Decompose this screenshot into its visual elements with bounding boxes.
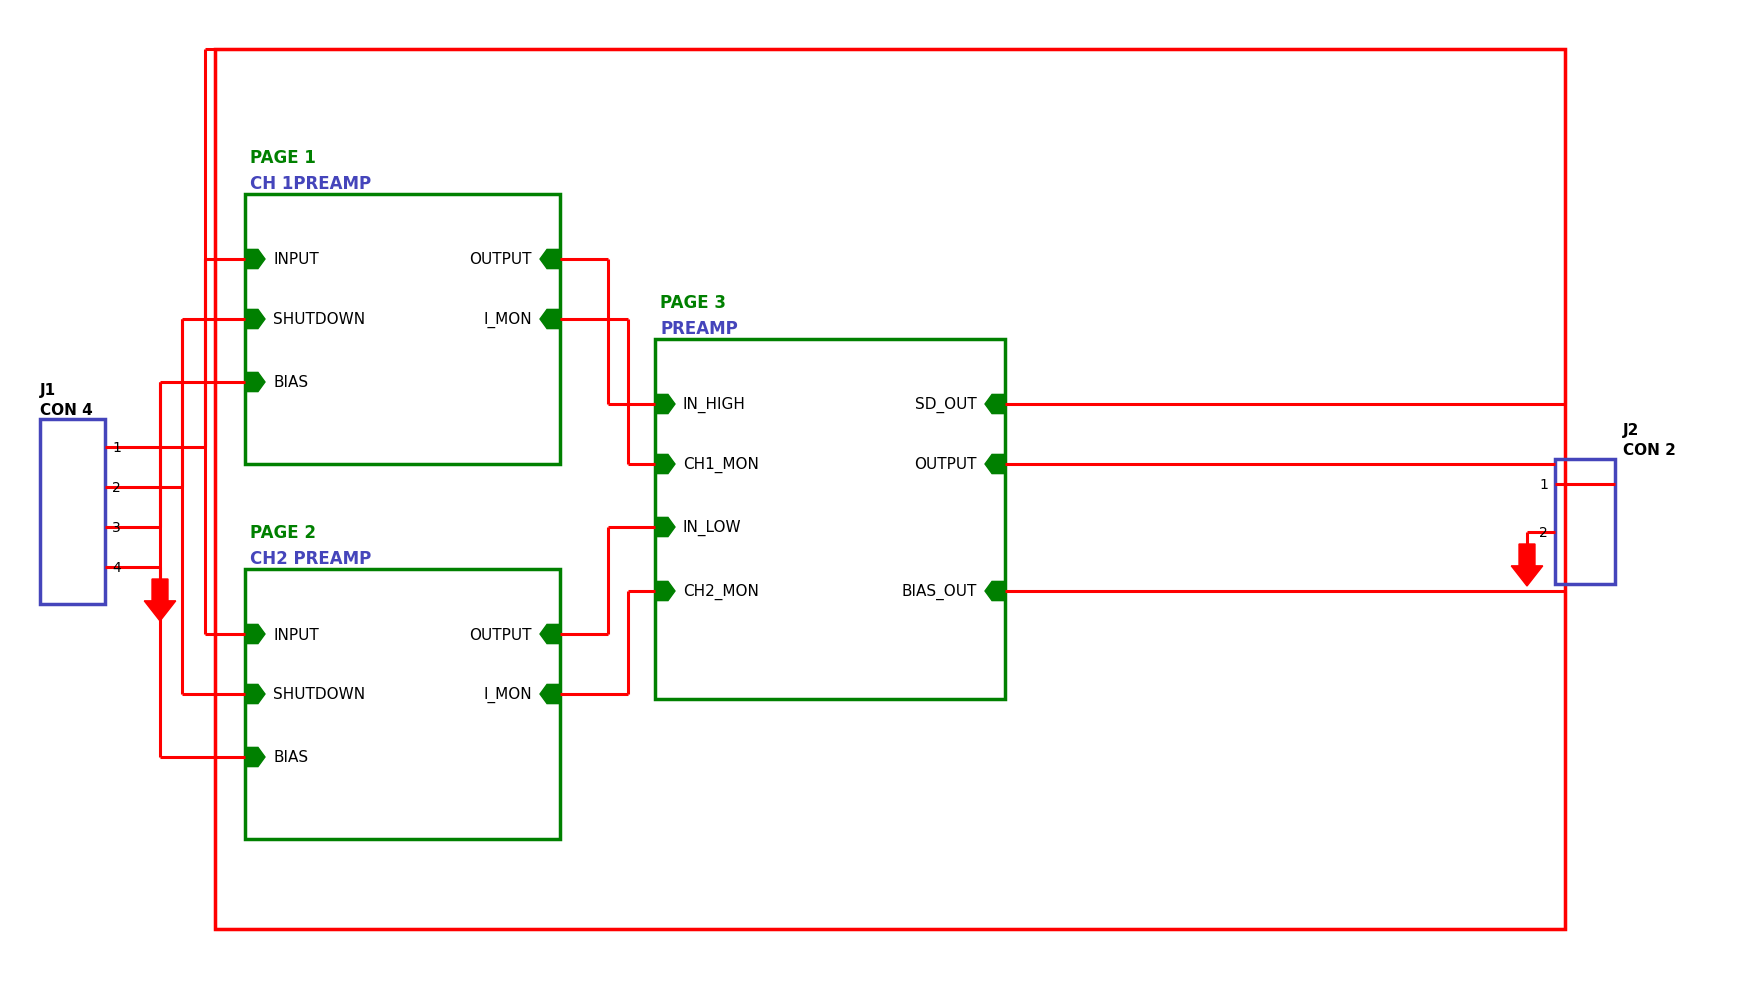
Text: I_MON: I_MON	[483, 686, 532, 703]
Polygon shape	[244, 685, 265, 704]
Text: SHUTDOWN: SHUTDOWN	[272, 312, 365, 327]
Text: CH2 PREAMP: CH2 PREAMP	[249, 550, 371, 568]
Text: 2: 2	[112, 480, 121, 494]
Text: 3: 3	[112, 521, 121, 535]
Polygon shape	[655, 518, 675, 537]
Text: PAGE 1: PAGE 1	[249, 149, 316, 167]
Text: J2: J2	[1623, 422, 1639, 437]
Polygon shape	[539, 625, 560, 644]
Polygon shape	[244, 373, 265, 393]
Polygon shape	[539, 310, 560, 329]
Polygon shape	[244, 250, 265, 269]
Polygon shape	[539, 250, 560, 269]
Text: BIAS_OUT: BIAS_OUT	[901, 583, 977, 599]
Text: CON 4: CON 4	[40, 403, 93, 417]
Polygon shape	[144, 580, 176, 621]
Text: OUTPUT: OUTPUT	[914, 457, 977, 472]
Text: CON 2: CON 2	[1623, 442, 1676, 457]
Text: PAGE 2: PAGE 2	[249, 524, 316, 542]
Text: 1: 1	[112, 440, 121, 454]
Polygon shape	[244, 625, 265, 644]
Polygon shape	[1511, 545, 1543, 586]
Text: PAGE 3: PAGE 3	[661, 293, 726, 312]
Polygon shape	[986, 581, 1005, 601]
Text: 2: 2	[1539, 526, 1548, 540]
Text: IN_LOW: IN_LOW	[683, 520, 741, 536]
Text: 1: 1	[1539, 477, 1548, 491]
Text: CH2_MON: CH2_MON	[683, 583, 759, 599]
Polygon shape	[539, 685, 560, 704]
Text: 4: 4	[112, 561, 121, 575]
Text: SHUTDOWN: SHUTDOWN	[272, 687, 365, 702]
Text: IN_HIGH: IN_HIGH	[683, 397, 747, 413]
Polygon shape	[655, 395, 675, 414]
Text: I_MON: I_MON	[483, 311, 532, 328]
Bar	[40, 419, 105, 604]
Text: OUTPUT: OUTPUT	[469, 627, 532, 642]
Text: J1: J1	[40, 383, 56, 398]
Text: BIAS: BIAS	[272, 375, 307, 390]
Text: CH1_MON: CH1_MON	[683, 456, 759, 472]
Bar	[244, 195, 560, 464]
Text: INPUT: INPUT	[272, 252, 318, 267]
Text: INPUT: INPUT	[272, 627, 318, 642]
Polygon shape	[986, 395, 1005, 414]
Text: PREAMP: PREAMP	[661, 320, 738, 338]
Polygon shape	[244, 310, 265, 329]
Polygon shape	[655, 581, 675, 601]
Polygon shape	[986, 455, 1005, 474]
Bar	[1555, 459, 1615, 584]
Text: BIAS: BIAS	[272, 749, 307, 764]
Bar	[244, 570, 560, 839]
Text: OUTPUT: OUTPUT	[469, 252, 532, 267]
Text: SD_OUT: SD_OUT	[915, 397, 977, 413]
Polygon shape	[655, 455, 675, 474]
Text: CH 1PREAMP: CH 1PREAMP	[249, 175, 371, 193]
Bar	[655, 340, 1005, 700]
Bar	[214, 50, 1565, 929]
Polygon shape	[244, 747, 265, 766]
